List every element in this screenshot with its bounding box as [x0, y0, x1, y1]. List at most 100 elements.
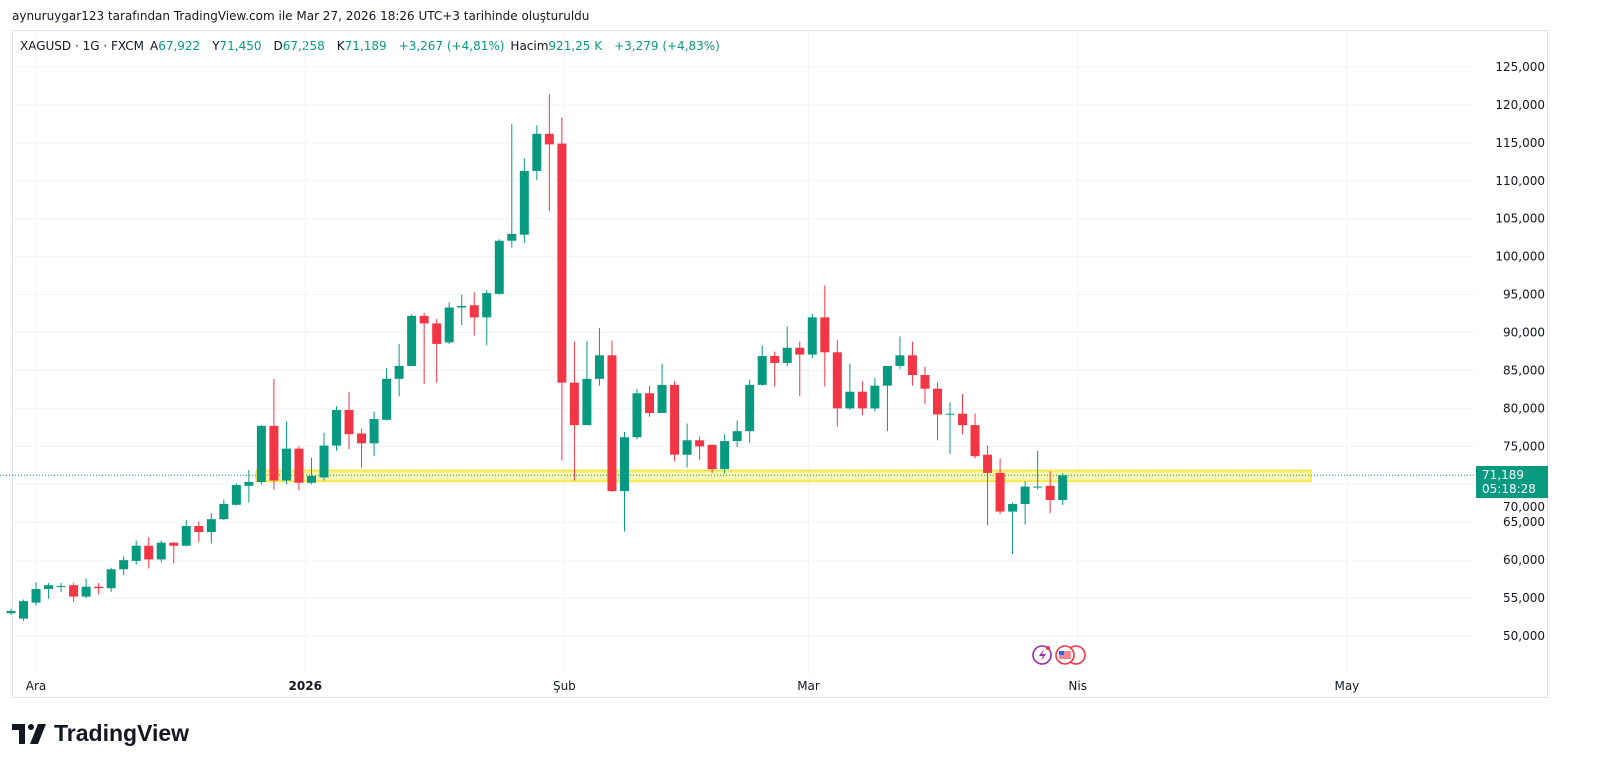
candle[interactable] — [269, 378, 279, 490]
candle[interactable] — [983, 445, 993, 526]
candle-body — [958, 413, 968, 426]
candle[interactable] — [607, 340, 617, 492]
candle[interactable] — [857, 381, 867, 416]
candle[interactable] — [44, 582, 54, 599]
candle[interactable] — [457, 294, 467, 325]
candle-body — [544, 133, 554, 145]
candle[interactable] — [507, 123, 517, 248]
candle[interactable] — [231, 483, 241, 506]
candle[interactable] — [970, 413, 980, 459]
candle[interactable] — [6, 608, 16, 615]
candle[interactable] — [695, 436, 705, 461]
candle[interactable] — [419, 312, 429, 385]
candle[interactable] — [181, 519, 191, 547]
candle[interactable] — [19, 599, 29, 621]
candle[interactable] — [958, 393, 968, 435]
candle[interactable] — [532, 125, 542, 181]
candle[interactable] — [81, 578, 91, 599]
candle[interactable] — [1020, 481, 1030, 525]
candle[interactable] — [945, 402, 955, 454]
candle[interactable] — [1008, 502, 1018, 555]
candle[interactable] — [244, 469, 254, 503]
candle[interactable] — [569, 341, 579, 481]
candle[interactable] — [882, 365, 892, 432]
candle-body — [432, 323, 442, 344]
symbol-name[interactable]: XAGUSD · 1G · FXCM — [20, 39, 144, 53]
candle[interactable] — [332, 406, 342, 451]
candle[interactable] — [69, 582, 79, 602]
candle[interactable] — [106, 567, 116, 593]
candle-body — [319, 445, 329, 478]
candle[interactable] — [707, 444, 717, 473]
candle[interactable] — [1033, 450, 1043, 490]
candle[interactable] — [907, 341, 917, 386]
candle[interactable] — [795, 341, 805, 397]
candle[interactable] — [770, 351, 780, 387]
candle[interactable] — [369, 411, 379, 457]
candle[interactable] — [582, 340, 592, 426]
candle[interactable] — [319, 432, 329, 481]
candle[interactable] — [394, 343, 404, 397]
candle[interactable] — [619, 431, 629, 532]
time-tick-label: 2026 — [289, 679, 322, 693]
candle[interactable] — [757, 345, 767, 386]
candle[interactable] — [745, 379, 755, 443]
candle[interactable] — [407, 314, 417, 366]
candle[interactable] — [632, 388, 642, 440]
candle[interactable] — [119, 556, 129, 576]
support-zone-rect[interactable] — [255, 469, 1312, 483]
chart-caption: aynuruygar123 tarafından TradingView.com… — [12, 9, 590, 23]
candle[interactable] — [194, 521, 204, 542]
candle-body — [219, 504, 229, 520]
candle[interactable] — [920, 366, 930, 404]
candle[interactable] — [444, 302, 454, 344]
candle[interactable] — [995, 458, 1005, 514]
candle[interactable] — [845, 363, 855, 410]
candle[interactable] — [31, 582, 41, 606]
candle[interactable] — [206, 513, 216, 544]
candle-body — [582, 378, 592, 426]
candle[interactable] — [281, 421, 291, 485]
candle[interactable] — [219, 499, 229, 520]
candle[interactable] — [344, 391, 354, 450]
candle[interactable] — [94, 582, 104, 595]
candle[interactable] — [432, 318, 442, 383]
candle[interactable] — [732, 420, 742, 448]
candle[interactable] — [895, 336, 905, 369]
candle[interactable] — [357, 428, 367, 468]
candle[interactable] — [657, 363, 667, 413]
candle[interactable] — [294, 446, 304, 491]
candle[interactable] — [469, 292, 479, 336]
candle[interactable] — [144, 537, 154, 569]
candle[interactable] — [544, 94, 554, 212]
candle[interactable] — [870, 378, 880, 412]
candle[interactable] — [782, 326, 792, 366]
candle[interactable] — [56, 582, 66, 593]
candle[interactable] — [807, 313, 817, 359]
candle[interactable] — [820, 285, 830, 387]
candle-body — [344, 409, 354, 435]
candle[interactable] — [382, 368, 392, 421]
candle[interactable] — [494, 239, 504, 295]
candle[interactable] — [932, 382, 942, 441]
candle[interactable] — [594, 327, 604, 386]
candle[interactable] — [169, 541, 179, 564]
candle[interactable] — [670, 381, 680, 462]
candle[interactable] — [645, 385, 655, 417]
candle[interactable] — [832, 340, 842, 427]
candle[interactable] — [682, 423, 692, 468]
candle[interactable] — [256, 425, 266, 485]
candle[interactable] — [131, 540, 141, 565]
candle[interactable] — [519, 158, 529, 244]
tradingview-logo[interactable]: TradingView — [12, 720, 189, 747]
event-dot-icon — [1046, 646, 1050, 650]
candle[interactable] — [1045, 471, 1055, 514]
candle[interactable] — [306, 457, 316, 485]
events[interactable] — [1032, 645, 1086, 665]
candle[interactable] — [1058, 473, 1068, 506]
candle[interactable] — [720, 434, 730, 474]
candle[interactable] — [156, 540, 166, 563]
candle[interactable] — [557, 117, 567, 461]
candle[interactable] — [482, 290, 492, 346]
